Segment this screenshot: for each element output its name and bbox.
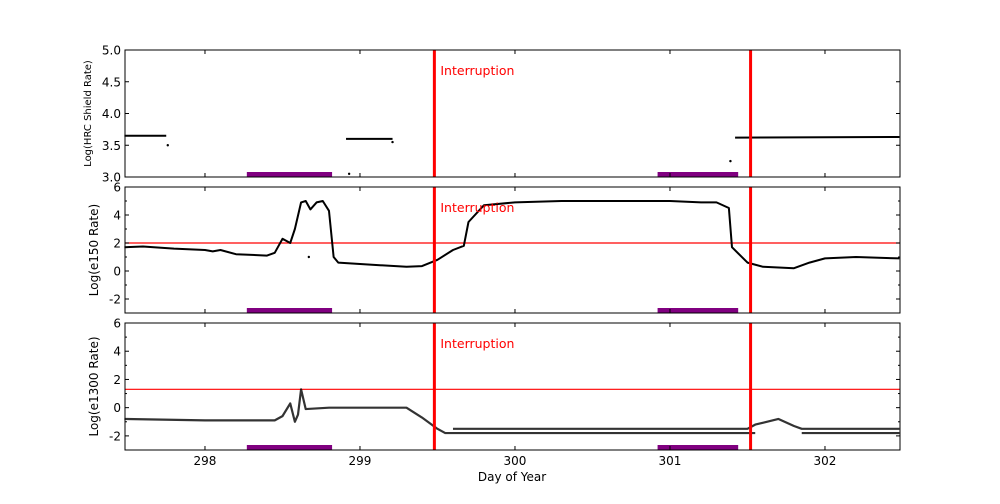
panel-0: Interruption 3.0 3.5 4.0 4.5 5.0 Log(HRC Shiel… xyxy=(83,44,901,185)
x-tick-label: 298 xyxy=(194,454,217,468)
data-series xyxy=(124,388,756,435)
y-axis-label: Log(e150 Rate) xyxy=(87,204,101,296)
y-tick-label: 4 xyxy=(113,345,121,359)
y-tick-label: 4.5 xyxy=(102,75,121,89)
y-tick-label: 2 xyxy=(113,373,121,387)
plot-area xyxy=(125,187,900,313)
y-tick-label: 4 xyxy=(113,209,121,223)
y-tick-label: 0 xyxy=(113,401,121,415)
data-point xyxy=(347,172,351,176)
interruption-label: Interruption xyxy=(440,63,514,78)
data-series xyxy=(735,135,900,139)
axes-frame xyxy=(124,186,901,314)
radiation-zone-bar xyxy=(657,172,739,177)
y-tick-label: 4.0 xyxy=(102,107,121,121)
x-tick-label: 301 xyxy=(659,454,682,468)
radiation-zone-bar xyxy=(657,308,739,313)
data-point xyxy=(729,159,732,163)
y-tick-label: 3.0 xyxy=(102,171,121,185)
y-tick-label: 6 xyxy=(113,317,121,331)
radiation-zone-bar xyxy=(246,308,333,313)
y-tick-label: -2 xyxy=(109,293,121,307)
x-tick-label: 300 xyxy=(504,454,527,468)
interruption-label: Interruption xyxy=(440,336,514,351)
panel-1: Interruption -2 0 2 4 6 Log(e150 Rate) xyxy=(87,181,901,314)
data-point xyxy=(307,255,311,259)
data-series xyxy=(124,200,900,270)
radiation-zone-bar xyxy=(246,172,333,177)
plot-area xyxy=(125,50,900,177)
interruption-label: Interruption xyxy=(440,200,514,215)
x-axis-label: Day of Year xyxy=(478,470,546,484)
y-tick-label: 5.0 xyxy=(102,44,121,58)
panel-2: Interruption -2 0 2 4 6 298 299 300 301 302 Log(e13… xyxy=(87,317,901,468)
y-tick-label: 0 xyxy=(113,265,121,279)
x-tick-label: 299 xyxy=(349,454,372,468)
data-series xyxy=(452,417,900,430)
y-tick-label: -2 xyxy=(109,429,121,443)
data-point xyxy=(166,144,169,147)
y-tick-label: 6 xyxy=(113,181,121,195)
y-tick-label: 2 xyxy=(113,237,121,251)
radiation-zone-bar xyxy=(246,445,333,450)
radiation-zone-bar xyxy=(657,445,739,450)
y-axis-label: Log(e1300 Rate) xyxy=(87,336,101,436)
axes-frame xyxy=(124,322,901,451)
y-tick-label: 3.5 xyxy=(102,139,121,153)
x-tick-label: 302 xyxy=(814,454,837,468)
data-point xyxy=(391,140,394,144)
y-axis-label: Log(HRC Shield Rate) xyxy=(83,60,94,167)
